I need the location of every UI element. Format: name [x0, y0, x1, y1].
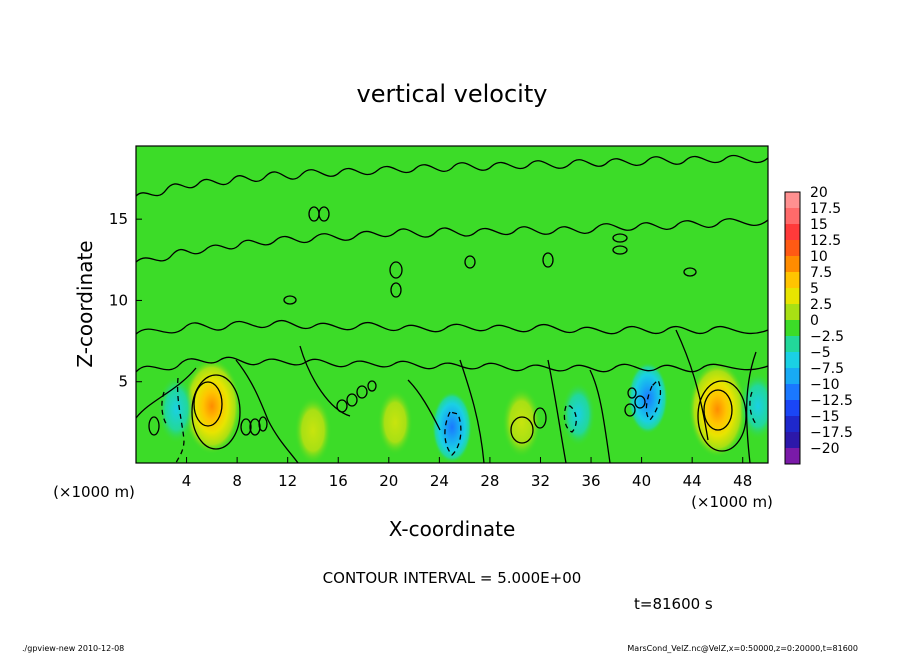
- colorbar-swatch: [785, 336, 800, 353]
- colorbar-label: 17.5: [810, 201, 841, 217]
- colorbar-label: −2.5: [810, 329, 844, 345]
- colorbar-label: −12.5: [810, 393, 853, 409]
- x-tick-label: 48: [733, 472, 752, 490]
- velocity-cell: [688, 361, 747, 458]
- colorbar-swatch: [785, 224, 800, 241]
- plot-frame: [135, 145, 769, 464]
- colorbar-swatch: [785, 416, 800, 433]
- colorbar-swatch: [785, 352, 800, 369]
- velocity-cell: [294, 396, 332, 463]
- x-tick-label: 40: [632, 472, 651, 490]
- colorbar-label: 20: [810, 185, 828, 201]
- x-unit-right: (×1000 m): [691, 493, 773, 511]
- x-tick-label: 28: [480, 472, 499, 490]
- x-tick-label: 16: [329, 472, 348, 490]
- colorbar: 2017.51512.5107.552.50−2.5−5−7.5−10−12.5…: [784, 185, 853, 465]
- colorbar-label: −15: [810, 409, 840, 425]
- x-axis: 4 8 12 16 20 24 28 32 36 40 44 48: [182, 457, 752, 490]
- colorbar-label: 2.5: [810, 297, 832, 313]
- y-tick-label: 15: [109, 210, 128, 228]
- y-axis: 5 10 15: [109, 210, 142, 391]
- velocity-cell: [182, 358, 241, 455]
- colorbar-swatch: [785, 400, 800, 417]
- footer-right: MarsCond_VelZ.nc@VelZ,x=0:50000,z=0:2000…: [627, 644, 858, 653]
- colorbar-frame: [784, 191, 801, 465]
- x-tick-label: 12: [278, 472, 297, 490]
- contour-lines: [136, 154, 768, 463]
- x-tick-label: 32: [531, 472, 550, 490]
- x-tick-label: 8: [232, 472, 242, 490]
- colorbar-label: 0: [810, 313, 819, 329]
- colorbar-swatch: [785, 432, 800, 449]
- colorbar-label: 7.5: [810, 265, 832, 281]
- time-label: t=81600 s: [634, 595, 713, 613]
- x-tick-label: 24: [430, 472, 449, 490]
- y-tick-label: 5: [118, 373, 128, 391]
- velocity-cell: [377, 389, 413, 456]
- colorbar-label: −20: [810, 441, 840, 457]
- y-tick-label: 10: [109, 291, 128, 309]
- x-tick-label: 44: [683, 472, 702, 490]
- colorbar-swatch: [785, 256, 800, 273]
- colorbar-label: 5: [810, 281, 819, 297]
- x-axis-label: X-coordinate: [389, 517, 516, 541]
- colorbar-label: −5: [810, 345, 831, 361]
- footer-left: ./gpview-new 2010-12-08: [22, 644, 124, 653]
- colorbar-label: −10: [810, 377, 840, 393]
- colorbar-swatch: [785, 272, 800, 289]
- colorbar-label: −17.5: [810, 425, 853, 441]
- chart-title: vertical velocity: [357, 80, 548, 108]
- colorbar-swatch: [785, 384, 800, 401]
- x-tick-label: 36: [581, 472, 600, 490]
- colorbar-swatch: [785, 192, 800, 209]
- colorbar-swatch: [785, 304, 800, 321]
- velocity-cell: [561, 382, 596, 447]
- contour-interval: CONTOUR INTERVAL = 5.000E+00: [323, 569, 582, 587]
- velocity-cell: [432, 391, 472, 463]
- y-axis-label: Z-coordinate: [73, 240, 97, 367]
- colorbar-swatch: [785, 288, 800, 305]
- colorbar-label: −7.5: [810, 361, 844, 377]
- colorbar-swatch: [785, 368, 800, 385]
- colorbar-swatch: [785, 208, 800, 225]
- plot-area: [136, 146, 768, 463]
- colorbar-swatch: [785, 240, 800, 257]
- velocity-cell: [502, 387, 541, 458]
- x-unit-left: (×1000 m): [53, 483, 135, 501]
- colorbar-label: 15: [810, 217, 828, 233]
- x-tick-label: 20: [379, 472, 398, 490]
- colorbar-swatch: [785, 320, 800, 337]
- colorbar-swatch: [785, 448, 800, 465]
- colorbar-label: 10: [810, 249, 828, 265]
- colorbar-label: 12.5: [810, 233, 841, 249]
- x-tick-label: 4: [182, 472, 192, 490]
